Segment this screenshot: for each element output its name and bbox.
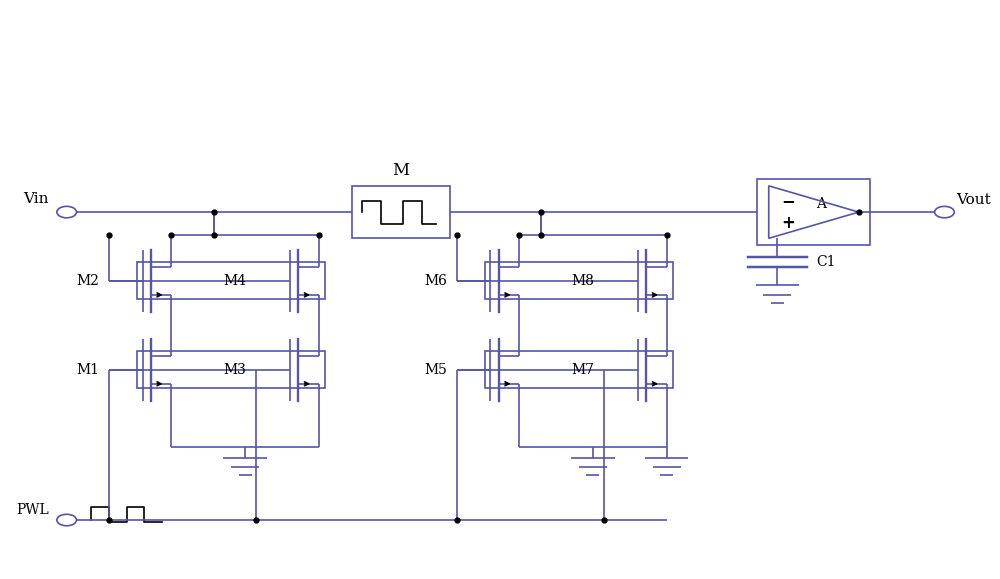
Text: M8: M8: [572, 274, 595, 288]
Bar: [757, 179, 870, 245]
Text: M6: M6: [424, 274, 447, 288]
Text: M4: M4: [224, 274, 247, 288]
Text: A: A: [817, 197, 827, 211]
Text: +: +: [781, 214, 795, 232]
Text: M1: M1: [76, 363, 99, 377]
Bar: [352, 186, 450, 238]
Bar: [485, 262, 673, 299]
Text: M7: M7: [572, 363, 595, 377]
Text: M2: M2: [76, 274, 99, 288]
Text: −: −: [781, 192, 795, 210]
Text: C1: C1: [817, 255, 836, 269]
Bar: [137, 351, 325, 389]
Text: Vout: Vout: [956, 193, 991, 207]
Text: M: M: [392, 162, 409, 179]
Text: M5: M5: [424, 363, 447, 377]
Text: Vin: Vin: [23, 192, 49, 206]
Bar: [137, 262, 325, 299]
Text: M3: M3: [224, 363, 247, 377]
Bar: [485, 351, 673, 389]
Text: PWL: PWL: [16, 503, 49, 516]
